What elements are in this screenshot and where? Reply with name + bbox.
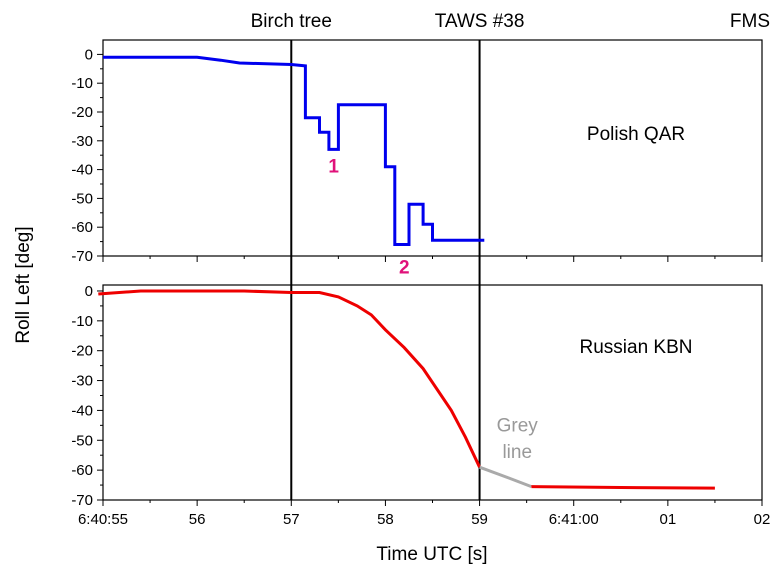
event-label: Birch tree xyxy=(251,11,332,32)
y-tick-label: -30 xyxy=(71,133,93,150)
panel-russian-kbn: 0 -10 -20 -30 -40 -50 -60 -70 Russian KBN Grey lin… xyxy=(71,283,763,509)
x-tick-label: 58 xyxy=(377,511,394,528)
series-line-2 xyxy=(531,485,715,490)
y-tick-label: -10 xyxy=(71,313,93,330)
plot-frame xyxy=(102,284,763,501)
y-tick-label: -30 xyxy=(71,373,93,390)
x-tick-label: 02 xyxy=(754,511,771,528)
x-tick-label: 6:40:55 xyxy=(78,511,128,528)
panel-polish-qar: 0 -10 -20 -30 -40 -50 -60 -70 Polish QAR 1 2 xyxy=(71,39,763,278)
y-tick-label: -60 xyxy=(71,219,93,236)
y-tick-label: -20 xyxy=(71,343,93,360)
panel-label: Polish QAR xyxy=(587,124,685,145)
y-tick-label: -60 xyxy=(71,462,93,479)
annotation-label: line xyxy=(502,442,532,463)
y-tick-label: -20 xyxy=(71,104,93,121)
x-tick-label: 01 xyxy=(660,511,677,528)
y-tick-label: -70 xyxy=(71,248,93,265)
y-tick-label: -10 xyxy=(71,75,93,92)
x-tick-label: 56 xyxy=(189,511,206,528)
y-tick-label: -40 xyxy=(71,162,93,179)
panel-label: Russian KBN xyxy=(580,337,693,358)
annotation-label: Grey xyxy=(497,415,539,436)
event-label: TAWS #38 xyxy=(435,11,525,32)
y-tick-label: -50 xyxy=(71,432,93,449)
y-tick-label: -50 xyxy=(71,190,93,207)
series-line-grey-line xyxy=(479,465,532,489)
y-axis-label: Roll Left [deg] xyxy=(13,226,34,343)
y-tick-label: 0 xyxy=(85,283,93,300)
x-axis-label: Time UTC [s] xyxy=(376,544,487,565)
x-tick-label: 6:41:00 xyxy=(549,511,599,528)
y-tick-label: 0 xyxy=(85,46,93,63)
x-tick-label: 59 xyxy=(471,511,488,528)
series-line-0 xyxy=(98,289,481,468)
y-tick-label: -70 xyxy=(71,492,93,509)
y-tick-label: -40 xyxy=(71,402,93,419)
series-line-0 xyxy=(103,55,485,246)
annotation-label: 2 xyxy=(399,257,410,278)
event-label: FMS xyxy=(730,11,770,32)
annotation-label: 1 xyxy=(328,156,339,177)
x-tick-label: 57 xyxy=(283,511,300,528)
